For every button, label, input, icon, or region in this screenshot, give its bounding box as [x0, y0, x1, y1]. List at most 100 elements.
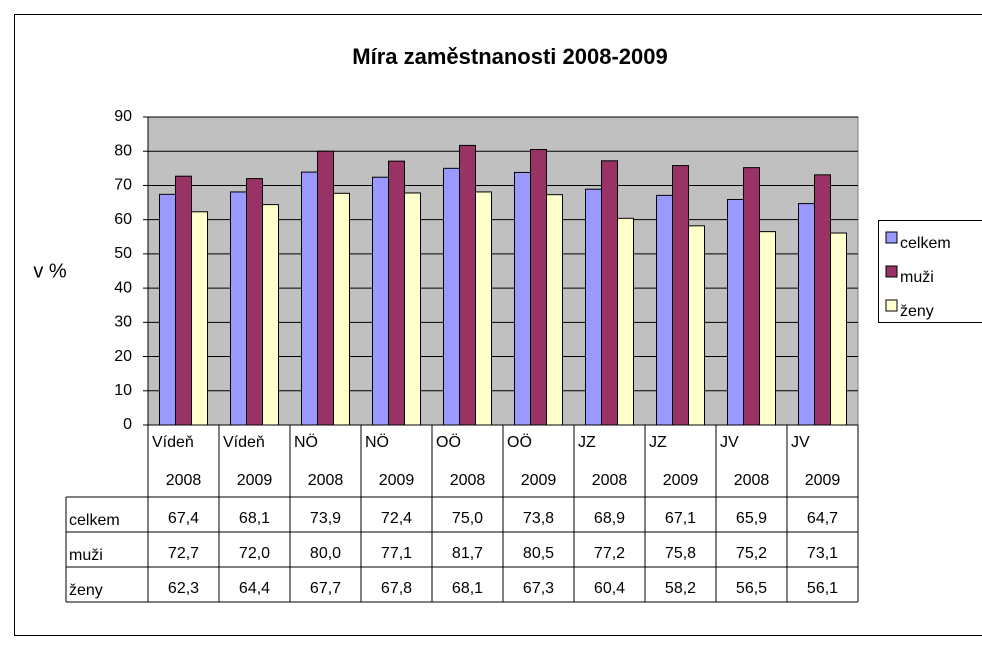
x-tick-label: 2008 [166, 472, 202, 489]
table-value: 73,1 [807, 545, 838, 562]
table-value: 73,8 [523, 510, 554, 527]
table-value: 67,1 [665, 510, 696, 527]
table-value: 80,0 [310, 545, 341, 562]
bar [246, 178, 263, 426]
y-tick-label: 70 [114, 177, 132, 194]
bar [601, 160, 618, 426]
bar [333, 192, 350, 426]
table-value: 64,4 [239, 580, 270, 597]
bar [546, 194, 563, 426]
y-tick-label: 60 [114, 211, 132, 228]
bar [688, 225, 705, 426]
table-value: 72,0 [239, 545, 270, 562]
table-value: 68,9 [594, 510, 625, 527]
table-value: 60,4 [594, 580, 625, 597]
bar [672, 165, 689, 426]
bar [617, 217, 634, 426]
bar [743, 167, 760, 426]
table-row-label: muži [69, 547, 103, 564]
y-tick-label: 10 [114, 382, 132, 399]
bar [830, 232, 847, 426]
bar [262, 204, 279, 426]
bar [388, 160, 405, 426]
table-value: 56,5 [736, 580, 767, 597]
x-tick-label: 2009 [521, 472, 557, 489]
table-value: 72,7 [168, 545, 199, 562]
x-tick-label: JV [720, 434, 739, 451]
bar [159, 193, 176, 426]
x-tick-label: 2008 [450, 472, 486, 489]
table-value: 80,5 [523, 545, 554, 562]
bar [301, 171, 318, 426]
y-tick-label: 20 [114, 348, 132, 365]
table-value: 64,7 [807, 510, 838, 527]
y-tick-label: 90 [114, 108, 132, 125]
bar [530, 149, 547, 426]
y-tick-label: 40 [114, 279, 132, 296]
bar [656, 194, 673, 426]
bar [475, 191, 492, 426]
x-tick-label: 2009 [379, 472, 415, 489]
table-value: 72,4 [381, 510, 412, 527]
x-tick-label: JV [791, 434, 810, 451]
x-tick-label: NÖ [365, 433, 389, 451]
bar [175, 175, 192, 426]
table-value: 62,3 [168, 580, 199, 597]
table-value: 58,2 [665, 580, 696, 597]
bar [814, 174, 831, 426]
table-value: 56,1 [807, 580, 838, 597]
bar [317, 150, 334, 426]
legend-swatch [885, 299, 898, 312]
x-tick-label: NÖ [294, 433, 318, 451]
x-tick-label: JZ [578, 434, 596, 451]
legend-label: celkem [900, 235, 951, 252]
table-value: 81,7 [452, 545, 483, 562]
table-value: 67,4 [168, 510, 199, 527]
bar [585, 188, 602, 426]
chart-title: Míra zaměstnanosti 2008-2009 [352, 44, 668, 69]
bar [514, 171, 531, 426]
y-axis-label: v % [33, 260, 67, 282]
table-value: 73,9 [310, 510, 341, 527]
legend-swatch [885, 231, 898, 244]
table-value: 75,8 [665, 545, 696, 562]
table-row-label: celkem [69, 512, 120, 529]
bar [727, 198, 744, 426]
x-tick-label: OÖ [436, 433, 461, 451]
x-tick-label: Vídeň [223, 434, 265, 451]
legend-label: muži [900, 269, 934, 286]
table-value: 65,9 [736, 510, 767, 527]
x-tick-label: Vídeň [152, 434, 194, 451]
table-value: 75,2 [736, 545, 767, 562]
table-value: 67,8 [381, 580, 412, 597]
bar [459, 144, 476, 426]
table-value: 77,1 [381, 545, 412, 562]
table-value: 67,3 [523, 580, 554, 597]
y-tick-label: 50 [114, 245, 132, 262]
y-tick-label: 30 [114, 314, 132, 331]
bar [759, 231, 776, 426]
x-tick-label: 2008 [734, 472, 770, 489]
y-tick-label: 0 [123, 416, 132, 433]
legend-swatch [885, 265, 898, 278]
table-value: 68,1 [239, 510, 270, 527]
x-tick-label: 2008 [308, 472, 344, 489]
bar [443, 167, 460, 426]
table-value: 77,2 [594, 545, 625, 562]
bar [230, 191, 247, 426]
table-value: 67,7 [310, 580, 341, 597]
table-value: 68,1 [452, 580, 483, 597]
x-tick-label: JZ [649, 434, 667, 451]
table-row-label: ženy [69, 582, 103, 599]
legend-label: ženy [900, 303, 934, 320]
bar [798, 203, 815, 426]
x-tick-label: OÖ [507, 433, 532, 451]
x-tick-label: 2009 [237, 472, 273, 489]
y-tick-label: 80 [114, 142, 132, 159]
table-value: 75,0 [452, 510, 483, 527]
x-tick-label: 2008 [592, 472, 628, 489]
bar [191, 211, 208, 426]
x-tick-label: 2009 [663, 472, 699, 489]
bar [372, 176, 389, 426]
